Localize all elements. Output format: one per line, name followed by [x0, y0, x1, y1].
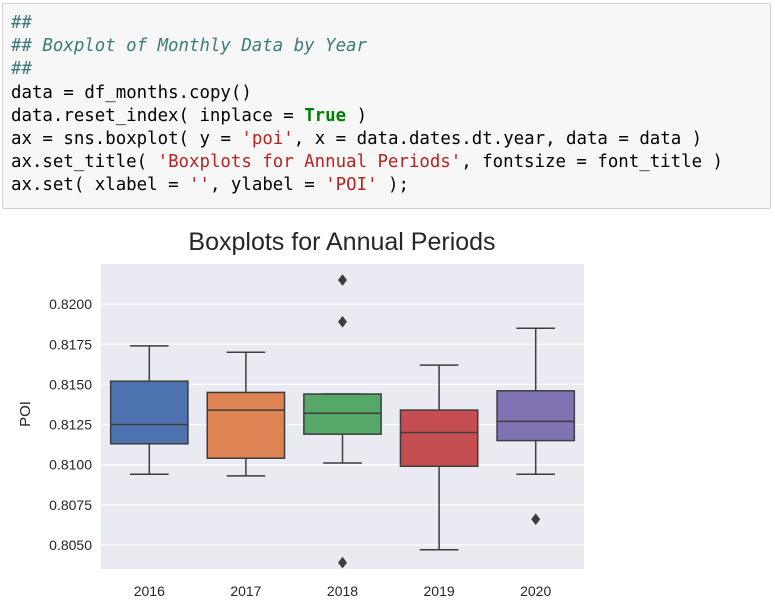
code-token: [231, 129, 241, 149]
code-token: ax.set_title(: [11, 152, 158, 173]
code-token: [179, 175, 189, 195]
x-tick-label: 2016: [134, 583, 165, 598]
code-token: ): [346, 105, 368, 126]
code-editor[interactable]: ## ## Boxplot of Monthly Data by Year ## da…: [11, 12, 723, 198]
code-token: ax: [11, 128, 43, 149]
x-tick-label: 2017: [230, 583, 261, 598]
code-token: 'POI': [325, 175, 378, 196]
y-tick-label: 0.8100: [49, 457, 92, 473]
code-token: =: [63, 82, 74, 103]
code-token: data ): [628, 128, 703, 149]
code-token: 'poi': [241, 128, 294, 149]
x-tick-label: 2019: [424, 583, 455, 598]
code-line: ##: [11, 12, 723, 35]
code-token: =: [220, 128, 231, 149]
code-token: , ylabel: [209, 175, 305, 196]
code-token: 'Boxplots for Annual Periods': [157, 152, 462, 173]
code-token: df_months.copy(): [73, 82, 252, 103]
box-iqr: [206, 391, 286, 459]
code-token: ## Boxplot of Monthly Data by Year: [11, 36, 367, 57]
code-token: =: [335, 128, 347, 149]
box-iqr: [109, 380, 189, 445]
code-token: ##: [11, 59, 32, 80]
box-2017: [206, 351, 286, 477]
code-token: =: [283, 105, 294, 126]
box-2019: [399, 364, 479, 551]
code-token: data.dates.dt.year, data: [346, 128, 619, 149]
outlier-point: [338, 556, 347, 569]
code-line: ##: [11, 58, 723, 81]
y-tick-label: 0.8050: [49, 537, 92, 553]
code-line: ax.set_title( 'Boxplots for Annual Perio…: [11, 151, 723, 174]
box-iqr: [399, 409, 479, 468]
y-tick-label: 0.8150: [49, 376, 92, 392]
box-2020: [496, 327, 576, 526]
code-line: ## Boxplot of Monthly Data by Year: [11, 35, 723, 58]
code-token: ##: [11, 13, 32, 33]
code-line: data.reset_index( inplace = True ): [11, 105, 723, 128]
code-token: sns.boxplot( y: [52, 128, 221, 149]
code-token: , fontsize: [461, 152, 577, 173]
code-token: True: [304, 105, 347, 126]
boxplot-chart: 0.8050 0.8075 0.8100 0.8125 0.8150 0.8175 0.82…: [17, 228, 584, 599]
code-token: =: [168, 175, 179, 196]
code-token: =: [42, 128, 53, 149]
chart-output: 0.8050 0.8075 0.8100 0.8125 0.8150 0.8175 0.82…: [0, 218, 775, 599]
code-token: data: [11, 82, 64, 103]
code-token: ax.set( xlabel: [11, 175, 169, 196]
box-iqr: [303, 393, 382, 435]
y-tick-label: 0.8200: [49, 296, 92, 312]
x-tick-label: 2018: [327, 583, 358, 598]
code-line: ax = sns.boxplot( y = 'poi', x = data.da…: [11, 128, 723, 151]
y-tick-label: 0.8075: [49, 497, 92, 513]
code-token: '': [189, 175, 210, 196]
code-token: =: [576, 152, 587, 173]
box-2016: [109, 345, 189, 476]
code-cell[interactable]: ## ## Boxplot of Monthly Data by Year ## da…: [2, 3, 771, 209]
outlier-point: [531, 513, 541, 526]
code-line: data = df_months.copy(): [11, 82, 723, 105]
chart-title: Boxplots for Annual Periods: [188, 228, 495, 256]
y-tick-label: 0.8175: [49, 336, 92, 352]
code-line: ax.set( xlabel = '', ylabel = 'POI' );: [11, 174, 723, 197]
y-axis-label: POI: [17, 401, 34, 427]
code-token: , x: [293, 128, 336, 149]
code-token: =: [304, 175, 315, 196]
box-iqr: [496, 390, 576, 442]
code-token: );: [377, 175, 409, 196]
code-token: [294, 106, 304, 126]
code-token: font_title ): [586, 152, 724, 173]
code-token: [315, 175, 325, 195]
x-tick-label: 2020: [520, 583, 551, 598]
y-tick-label: 0.8125: [49, 417, 92, 433]
code-token: data.reset_index( inplace: [11, 105, 284, 126]
code-token: =: [618, 128, 629, 149]
